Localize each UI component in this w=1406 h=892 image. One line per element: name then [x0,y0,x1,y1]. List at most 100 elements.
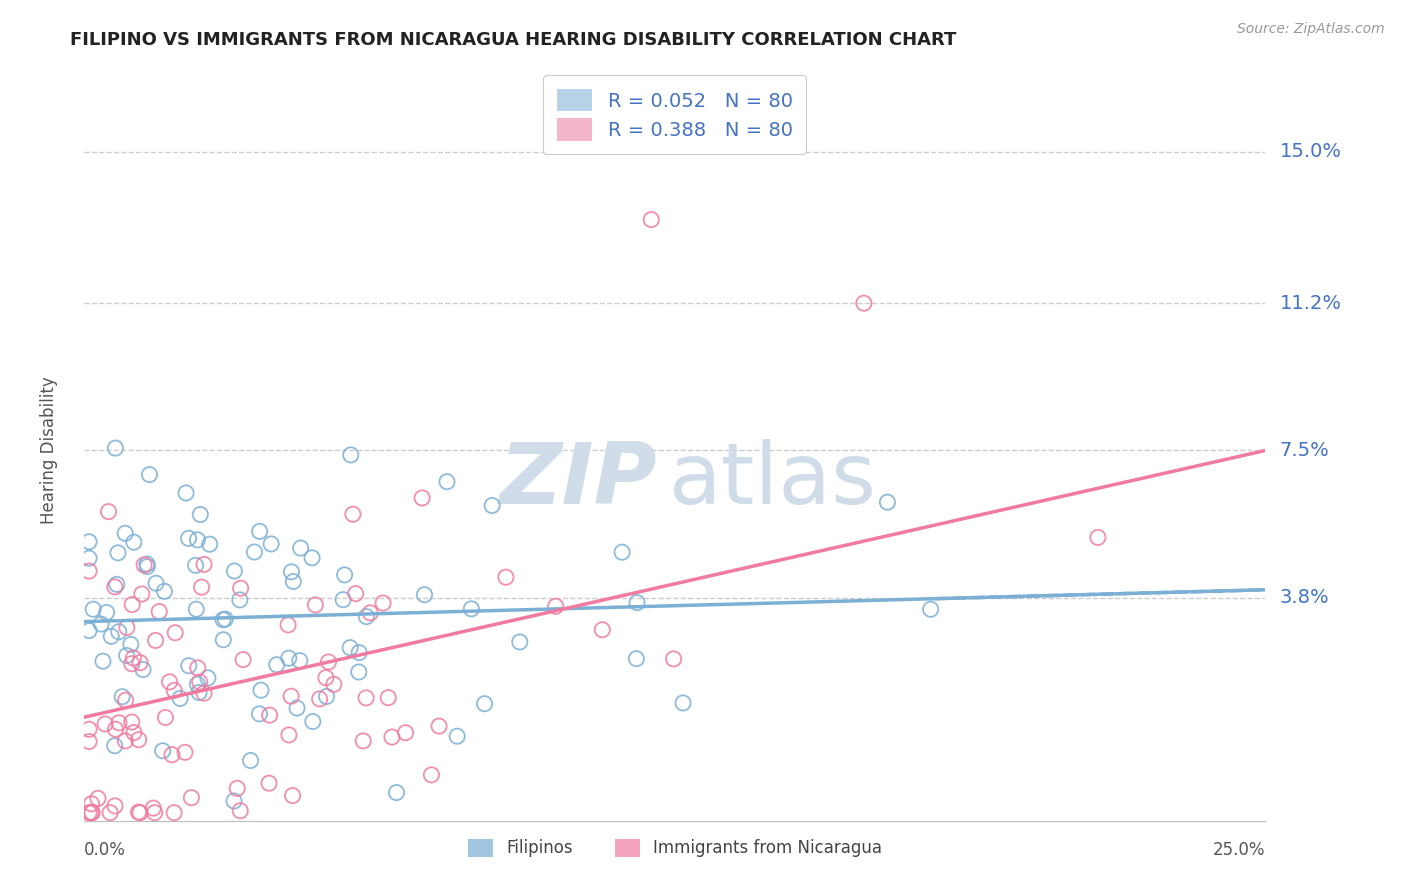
Point [169,691,191,706]
Point [77,551,100,566]
Point [352,734,374,748]
Point [626,651,648,665]
Point [152,744,174,758]
Point [224,564,246,578]
Point [413,588,436,602]
Point [184,558,207,573]
Point [436,475,458,489]
Point [174,486,197,500]
Point [108,715,131,730]
Point [145,576,167,591]
Point [280,565,302,579]
Point [80,805,103,820]
Point [239,754,262,768]
Point [107,624,129,639]
Point [301,550,323,565]
Point [332,592,354,607]
Point [174,745,197,759]
Point [186,677,208,691]
Point [446,729,468,743]
Point [193,686,215,700]
Point [308,692,330,706]
Point [104,580,127,594]
Point [460,602,482,616]
Legend: Filipinos, Immigrants from Nicaragua: Filipinos, Immigrants from Nicaragua [460,830,890,865]
Point [82,805,104,820]
Point [128,732,150,747]
Point [114,734,136,748]
Point [120,637,142,651]
Point [544,599,567,614]
Point [347,646,370,660]
Point [115,648,138,663]
Point [354,690,377,705]
Point [87,791,110,805]
Point [121,714,143,729]
Point [122,651,145,665]
Point [96,606,118,620]
Point [97,505,120,519]
Point [672,696,695,710]
Point [138,467,160,482]
Point [131,587,153,601]
Point [145,633,167,648]
Text: ZIP: ZIP [499,439,657,522]
Point [229,804,252,818]
Point [277,618,299,632]
Text: 3.8%: 3.8% [1279,588,1329,607]
Point [290,541,312,555]
Point [104,441,127,455]
Point [80,797,103,811]
Point [356,609,378,624]
Point [315,690,337,704]
Point [1087,530,1109,544]
Text: 0.0%: 0.0% [84,840,127,858]
Point [142,801,165,815]
Point [134,558,156,572]
Point [288,654,311,668]
Point [339,640,361,655]
Point [212,632,235,647]
Point [128,805,150,819]
Point [190,580,212,594]
Point [198,537,221,551]
Point [104,723,127,737]
Point [281,789,304,803]
Point [852,296,875,310]
Point [381,730,404,744]
Point [153,584,176,599]
Point [318,655,340,669]
Point [377,690,399,705]
Point [920,602,942,616]
Text: FILIPINO VS IMMIGRANTS FROM NICARAGUA HEARING DISABILITY CORRELATION CHART: FILIPINO VS IMMIGRANTS FROM NICARAGUA HE… [70,31,956,49]
Point [481,499,503,513]
Point [163,805,186,820]
Point [285,701,308,715]
Point [347,665,370,679]
Point [229,593,252,607]
Point [342,507,364,521]
Point [165,625,187,640]
Point [214,612,236,626]
Point [411,491,433,505]
Point [188,675,211,690]
Point [249,524,271,539]
Point [283,574,305,589]
Point [107,546,129,560]
Point [359,606,381,620]
Point [302,714,325,729]
Point [180,790,202,805]
Point [104,739,127,753]
Point [77,805,100,820]
Point [132,663,155,677]
Point [129,805,152,820]
Point [163,683,186,698]
Point [277,651,299,665]
Point [148,605,170,619]
Point [186,602,208,616]
Point [322,677,344,691]
Text: Hearing Disability: Hearing Disability [39,376,58,524]
Point [344,587,367,601]
Point [82,602,104,616]
Point [226,781,249,796]
